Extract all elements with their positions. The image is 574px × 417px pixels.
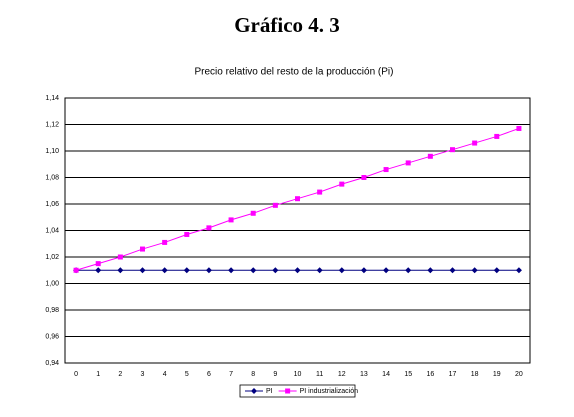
marker bbox=[316, 267, 323, 274]
marker bbox=[228, 217, 234, 223]
x-tick-label: 1 bbox=[96, 371, 100, 378]
marker bbox=[494, 133, 500, 139]
marker bbox=[183, 267, 190, 274]
x-tick-label: 18 bbox=[471, 371, 479, 378]
marker bbox=[140, 246, 145, 252]
marker bbox=[449, 267, 456, 274]
chart-title: Gráfico 4. 3 bbox=[234, 13, 340, 37]
x-tick-label: 3 bbox=[141, 371, 145, 378]
legend-label: PI bbox=[266, 388, 273, 395]
y-tick-label: 0,98 bbox=[45, 307, 59, 314]
marker bbox=[228, 267, 235, 274]
marker bbox=[250, 267, 257, 274]
x-tick-label: 17 bbox=[449, 371, 457, 378]
marker bbox=[361, 175, 367, 180]
marker bbox=[294, 267, 301, 274]
y-tick-label: 1,02 bbox=[45, 254, 59, 261]
marker bbox=[117, 267, 124, 274]
legend-label: PI industrialización bbox=[300, 388, 358, 395]
marker bbox=[272, 267, 279, 274]
marker bbox=[427, 153, 433, 159]
y-tick-label: 1,14 bbox=[45, 95, 59, 102]
marker bbox=[427, 267, 434, 274]
marker bbox=[272, 202, 278, 208]
marker bbox=[117, 254, 123, 260]
marker bbox=[95, 261, 101, 267]
legend-marker bbox=[285, 388, 291, 394]
marker bbox=[405, 267, 412, 274]
marker bbox=[95, 267, 102, 274]
chart-subtitle: Precio relativo del resto de la producci… bbox=[195, 67, 394, 78]
marker bbox=[206, 225, 212, 231]
marker bbox=[471, 267, 478, 274]
y-tick-label: 1,06 bbox=[45, 201, 59, 208]
x-tick-label: 14 bbox=[382, 371, 390, 378]
marker bbox=[383, 167, 389, 173]
x-tick-label: 8 bbox=[251, 371, 255, 378]
x-tick-label: 12 bbox=[338, 371, 346, 378]
marker bbox=[360, 267, 367, 274]
marker bbox=[139, 267, 146, 274]
x-tick-label: 10 bbox=[294, 371, 302, 378]
x-tick-label: 15 bbox=[404, 371, 412, 378]
marker bbox=[295, 196, 300, 202]
marker bbox=[161, 267, 168, 274]
x-tick-label: 20 bbox=[515, 371, 523, 378]
x-tick-label: 0 bbox=[74, 371, 78, 378]
marker bbox=[405, 160, 411, 166]
y-tick-label: 1,04 bbox=[45, 227, 59, 234]
marker bbox=[250, 210, 256, 216]
marker bbox=[162, 239, 168, 245]
y-tick-label: 1,10 bbox=[45, 148, 59, 155]
x-tick-label: 9 bbox=[273, 371, 277, 378]
x-tick-label: 13 bbox=[360, 371, 368, 378]
x-tick-label: 16 bbox=[426, 371, 434, 378]
x-tick-label: 6 bbox=[207, 371, 211, 378]
marker bbox=[205, 267, 212, 274]
x-tick-label: 5 bbox=[185, 371, 189, 378]
x-tick-label: 7 bbox=[229, 371, 233, 378]
marker bbox=[493, 267, 500, 274]
legend-marker bbox=[251, 388, 257, 394]
x-tick-label: 19 bbox=[493, 371, 501, 378]
legend-box bbox=[239, 384, 356, 398]
marker bbox=[73, 267, 79, 273]
marker bbox=[339, 181, 345, 187]
marker bbox=[184, 231, 190, 237]
y-tick-label: 1,12 bbox=[45, 121, 59, 128]
y-tick-label: 0,96 bbox=[45, 333, 59, 340]
marker bbox=[338, 267, 345, 274]
marker bbox=[472, 140, 478, 146]
x-tick-label: 4 bbox=[163, 371, 167, 378]
x-tick-label: 11 bbox=[316, 371, 323, 378]
marker bbox=[383, 267, 390, 274]
marker bbox=[515, 267, 522, 274]
marker bbox=[516, 125, 522, 131]
y-tick-label: 0,94 bbox=[45, 360, 59, 367]
marker bbox=[317, 189, 323, 195]
y-tick-label: 1,08 bbox=[45, 174, 59, 181]
x-tick-label: 2 bbox=[118, 371, 122, 378]
y-tick-label: 1,00 bbox=[45, 280, 59, 287]
marker bbox=[450, 147, 455, 153]
